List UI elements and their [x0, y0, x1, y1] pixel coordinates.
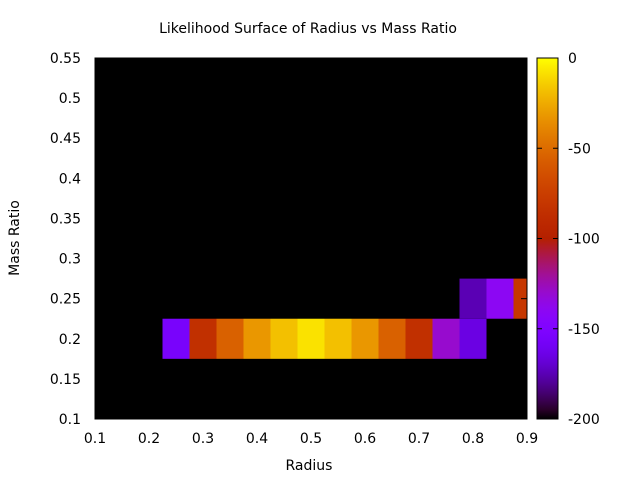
heatmap-cell: [243, 318, 271, 359]
y-tick-label: 0.3: [59, 252, 81, 268]
colorbar-tick-label: -200: [568, 412, 600, 428]
x-tick-label: 0.9: [516, 431, 538, 447]
heatmap-cell: [351, 318, 379, 359]
heatmap-cell: [513, 278, 527, 319]
y-tick-label: 0.1: [59, 412, 81, 428]
plot-area: [95, 58, 527, 419]
y-axis-label: Mass Ratio: [7, 200, 23, 276]
heatmap-cell: [459, 318, 487, 359]
colorbar-tick-label: 0: [568, 51, 577, 67]
heatmap-cell: [405, 318, 433, 359]
colorbar-tick-label: -50: [568, 141, 591, 157]
x-tick-label: 0.7: [408, 431, 430, 447]
heatmap-cell: [324, 318, 352, 359]
x-tick-label: 0.8: [462, 431, 484, 447]
y-tick-label: 0.4: [59, 171, 81, 187]
heatmap-cell: [189, 318, 217, 359]
x-tick-label: 0.6: [354, 431, 376, 447]
y-tick-label: 0.5: [59, 91, 81, 107]
y-tick-label: 0.2: [59, 332, 81, 348]
heatmap-cell: [378, 318, 406, 359]
x-axis: 0.1 0.2 0.3 0.4 0.5 0.6 0.7 0.8 0.9: [84, 58, 538, 447]
y-axis: 0.1 0.15 0.2 0.25 0.3 0.35 0.4 0.45 0.5 0.55: [50, 51, 527, 428]
heatmap-cell: [432, 318, 460, 359]
chart-title: Likelihood Surface of Radius vs Mass Rat…: [159, 21, 457, 37]
colorbar-tick-label: -100: [568, 232, 600, 248]
y-tick-label: 0.55: [50, 51, 81, 67]
heatmap-cell: [486, 278, 514, 319]
x-tick-label: 0.5: [300, 431, 322, 447]
heatmap-cell: [459, 278, 487, 319]
x-axis-label: Radius: [286, 458, 333, 474]
colorbar-tick-label: -150: [568, 322, 600, 338]
x-tick-label: 0.4: [246, 431, 268, 447]
heatmap-cell: [216, 318, 244, 359]
heatmap-cell: [297, 318, 325, 359]
x-tick-label: 0.1: [84, 431, 106, 447]
y-tick-label: 0.35: [50, 211, 81, 227]
colorbar-axis: 0 -50 -100 -150 -200: [537, 51, 600, 428]
heatmap-cell: [270, 318, 298, 359]
x-tick-label: 0.3: [192, 431, 214, 447]
y-tick-label: 0.25: [50, 292, 81, 308]
heatmap-cell: [162, 318, 190, 359]
x-tick-label: 0.2: [138, 431, 160, 447]
y-tick-label: 0.45: [50, 131, 81, 147]
heatmap-cells: [162, 278, 527, 359]
y-tick-label: 0.15: [50, 372, 81, 388]
